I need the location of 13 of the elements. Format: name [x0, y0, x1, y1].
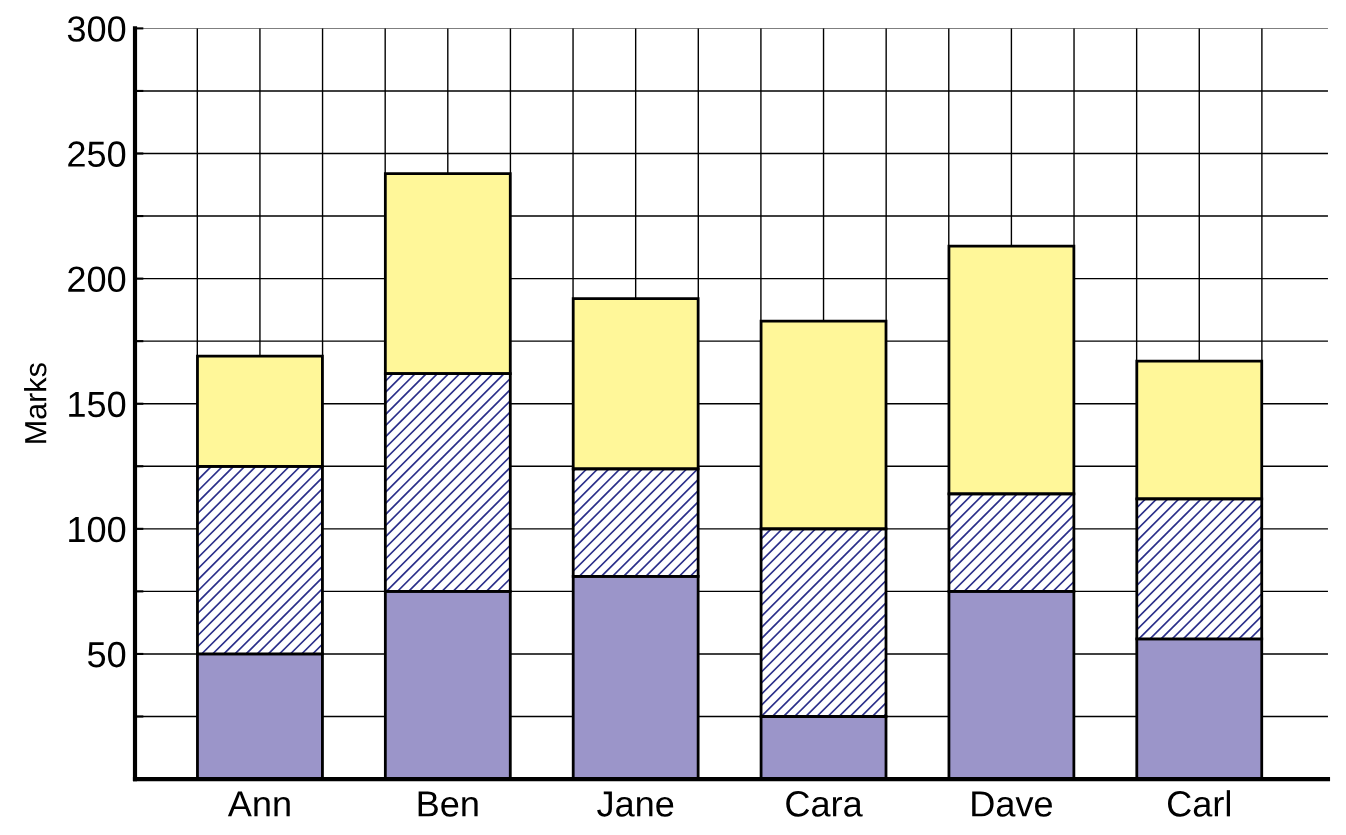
x-tick-label: Cara	[786, 791, 863, 817]
y-tick-label: 300	[67, 16, 126, 42]
y-axis-title: Marks	[24, 363, 47, 443]
y-tick-label: 250	[68, 141, 126, 167]
x-tick-label: Ann	[227, 791, 290, 817]
x-tick-label: Dave	[972, 791, 1052, 817]
y-tick-label: 50	[87, 641, 126, 668]
x-tick-label: Jane	[597, 791, 674, 817]
y-tick-label: 150	[69, 391, 126, 418]
x-tick-label: Ben	[418, 791, 478, 817]
y-tick-label: 100	[69, 516, 126, 543]
y-tick-label: 200	[68, 266, 126, 293]
x-tick-label: Carl	[1168, 790, 1230, 817]
